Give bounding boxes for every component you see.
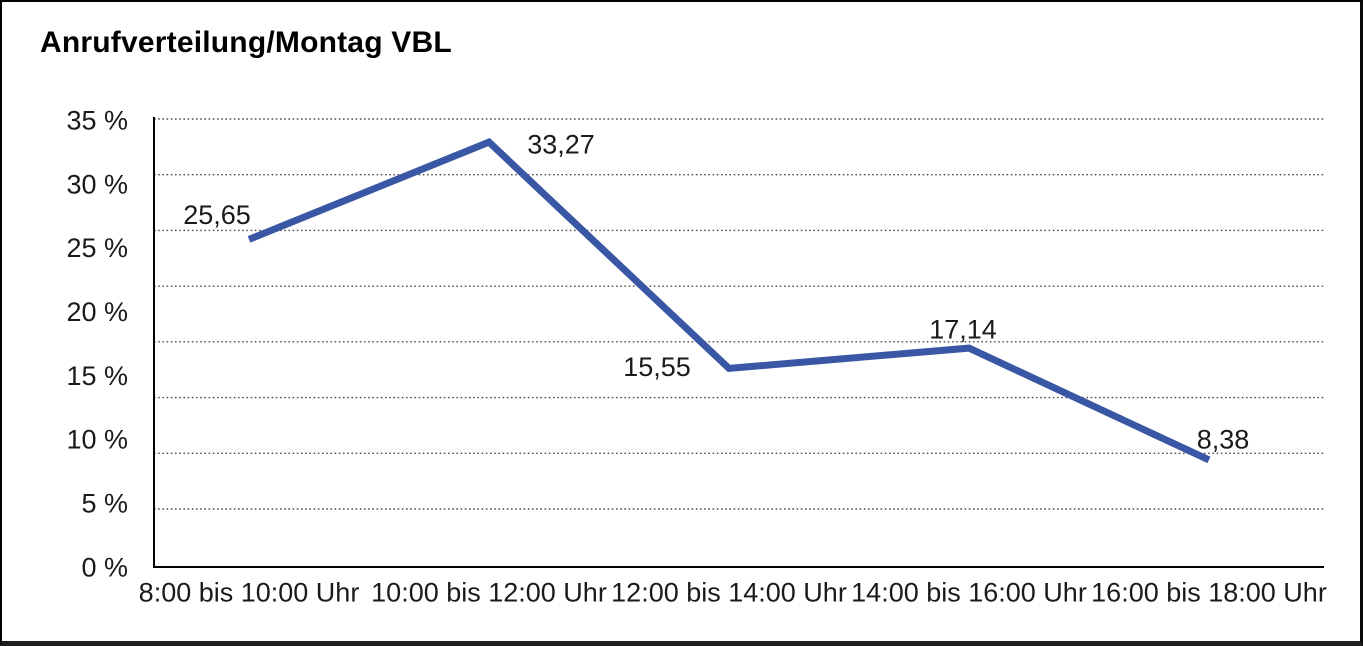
data-point-label: 15,55 xyxy=(623,352,691,382)
y-tick-label: 10 % xyxy=(66,425,128,455)
data-point-label: 8,38 xyxy=(1197,424,1250,454)
y-tick-label: 15 % xyxy=(66,361,128,391)
data-point-label: 33,27 xyxy=(527,129,595,159)
x-tick-label: 8:00 bis 10:00 Uhr xyxy=(139,577,360,607)
data-point-label: 25,65 xyxy=(183,200,251,230)
y-tick-label: 35 % xyxy=(66,105,128,135)
data-line xyxy=(247,138,1211,464)
y-tick-label: 0 % xyxy=(81,552,128,582)
data-point-label: 17,14 xyxy=(929,314,997,344)
x-tick-label: 12:00 bis 14:00 Uhr xyxy=(611,577,847,607)
x-tick-label: 14:00 bis 16:00 Uhr xyxy=(851,577,1087,607)
y-tick-label: 20 % xyxy=(66,297,128,327)
y-tick-label: 25 % xyxy=(66,233,128,263)
x-tick-label: 16:00 bis 18:00 Uhr xyxy=(1091,577,1327,607)
chart-title: Anrufverteilung/Montag VBL xyxy=(40,26,452,59)
y-tick-label: 5 % xyxy=(81,489,128,519)
y-tick-label: 30 % xyxy=(66,169,128,199)
x-tick-label: 10:00 bis 12:00 Uhr xyxy=(371,577,607,607)
